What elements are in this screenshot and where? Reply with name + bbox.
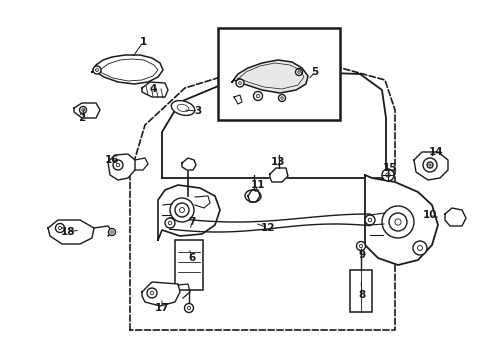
Bar [218,28,339,120]
Circle shape [412,241,426,255]
Polygon shape [269,168,287,182]
Ellipse shape [171,100,194,116]
Polygon shape [142,282,180,306]
Circle shape [385,173,389,177]
Circle shape [81,109,84,111]
Polygon shape [182,158,196,170]
Circle shape [179,208,184,212]
Circle shape [356,242,365,251]
Polygon shape [231,60,307,93]
Text: 12: 12 [260,223,275,233]
Polygon shape [92,55,163,84]
Circle shape [381,169,393,181]
Circle shape [168,221,171,225]
Polygon shape [142,82,168,97]
Polygon shape [74,103,100,118]
Text: 8: 8 [358,290,365,300]
Text: 14: 14 [428,147,443,157]
Circle shape [278,94,285,102]
Circle shape [253,91,262,100]
Circle shape [116,163,120,167]
Polygon shape [413,152,447,180]
Text: 9: 9 [358,250,365,260]
Polygon shape [158,185,220,240]
Circle shape [256,94,259,98]
Circle shape [80,107,86,113]
Text: 16: 16 [104,155,119,165]
Bar [349,270,371,312]
Ellipse shape [177,104,188,112]
Text: 4: 4 [149,84,156,94]
Circle shape [164,218,175,228]
Circle shape [111,231,113,233]
Text: 13: 13 [270,157,285,167]
Circle shape [55,224,64,233]
Text: 3: 3 [194,106,201,116]
Circle shape [147,288,157,298]
Circle shape [58,226,61,230]
Circle shape [170,198,194,222]
Polygon shape [108,154,135,180]
Circle shape [364,215,374,225]
Circle shape [426,162,432,168]
Circle shape [96,69,98,71]
Text: 5: 5 [311,67,318,77]
Polygon shape [234,95,242,104]
Circle shape [178,206,186,214]
Circle shape [391,216,403,228]
Text: 15: 15 [382,163,396,173]
Text: 7: 7 [188,217,195,227]
Circle shape [187,306,190,310]
Text: 17: 17 [154,303,169,313]
Text: 6: 6 [188,253,195,263]
Circle shape [359,244,362,248]
Circle shape [417,246,422,251]
Circle shape [236,79,244,87]
Circle shape [93,66,101,74]
Polygon shape [364,175,437,265]
Circle shape [295,68,302,76]
Circle shape [422,158,436,172]
Text: 18: 18 [61,227,75,237]
Circle shape [381,206,413,238]
Polygon shape [48,220,94,244]
Circle shape [427,163,431,167]
Circle shape [184,303,193,312]
Circle shape [280,97,283,99]
Text: 2: 2 [78,113,85,123]
Polygon shape [444,208,465,226]
Bar [175,240,203,290]
Circle shape [394,219,400,225]
Text: 1: 1 [139,37,146,47]
Circle shape [297,71,300,73]
Circle shape [367,218,371,222]
Polygon shape [247,190,260,202]
Circle shape [388,213,406,231]
Circle shape [428,164,430,166]
Circle shape [150,291,153,295]
Circle shape [238,82,241,84]
Circle shape [175,203,189,217]
Text: 11: 11 [250,180,264,190]
Text: 10: 10 [422,210,436,220]
Ellipse shape [244,190,261,202]
Circle shape [113,160,123,170]
Circle shape [108,229,115,235]
